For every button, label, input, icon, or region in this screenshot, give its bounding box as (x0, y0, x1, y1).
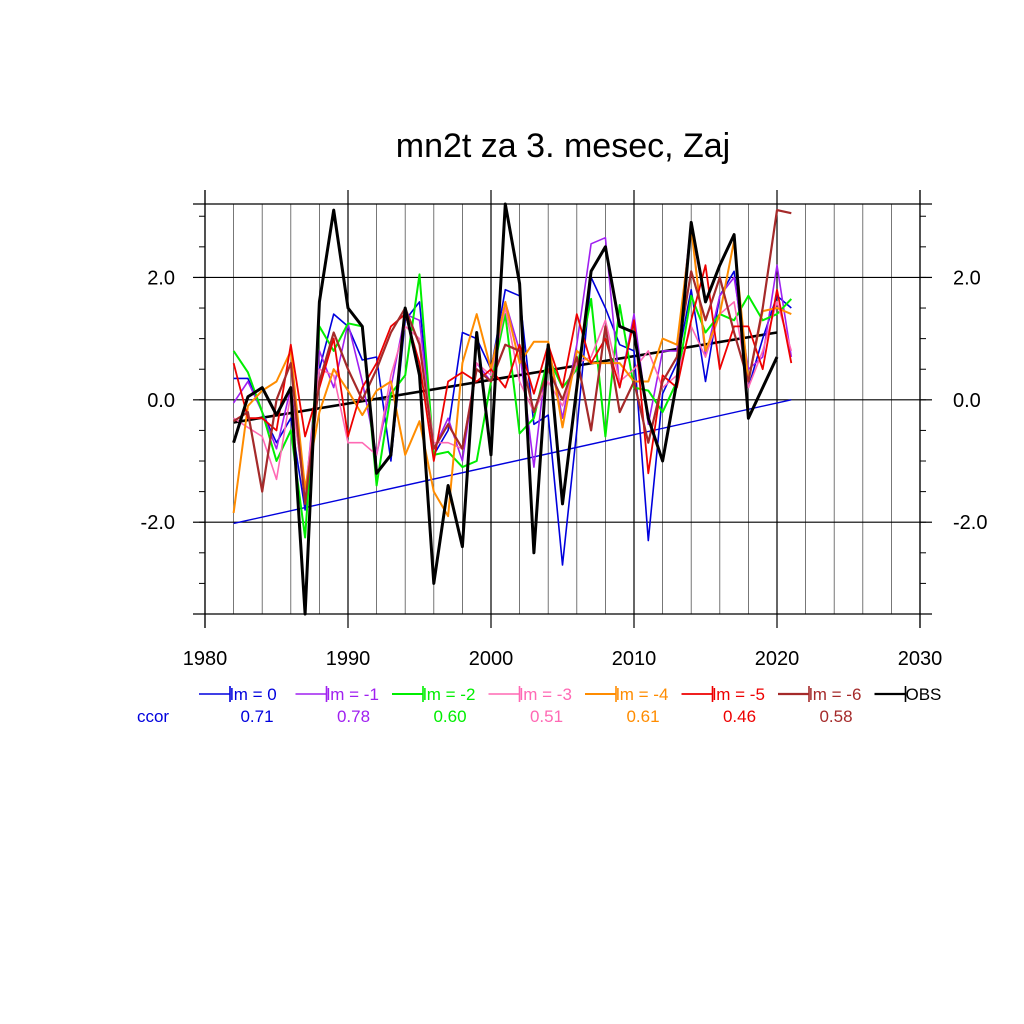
y-tick-label-left: 0.0 (147, 390, 175, 412)
x-tick-label: 2000 (469, 648, 514, 670)
x-tick-label: 2020 (755, 648, 800, 670)
ccor-value: 0.78 (337, 707, 370, 726)
y-tick-label-left: -2.0 (141, 512, 175, 534)
chart-title: mn2t za 3. mesec, Zaj (396, 127, 730, 165)
legend-label: lm = -2 (423, 685, 475, 704)
trend-line (233, 331, 778, 424)
plot-frame (193, 190, 932, 628)
y-tick-label-right: 2.0 (953, 267, 981, 289)
y-tick-label-left: 2.0 (147, 267, 175, 289)
ccor-value: 0.71 (240, 707, 273, 726)
legend-label: OBS (906, 685, 942, 704)
ccor-value: 0.58 (819, 707, 852, 726)
trend-lines (233, 331, 792, 525)
series-line (233, 209, 792, 505)
legend-label: lm = -1 (327, 685, 379, 704)
legend-label: lm = -3 (520, 685, 572, 704)
y-tick-label-right: -2.0 (953, 512, 987, 534)
ccor-value: 0.61 (626, 707, 659, 726)
legend: ccor lm = 0 0.71 lm = -1 0.78 lm = -2 0.60 lm =… (137, 685, 941, 726)
legend-label: lm = 0 (230, 685, 277, 704)
legend-label: lm = -5 (713, 685, 765, 704)
x-tick-label: 1990 (326, 648, 371, 670)
series-line (233, 270, 792, 566)
x-tick-label: 2030 (898, 648, 943, 670)
x-tick-label: 1980 (183, 648, 228, 670)
legend-label: lm = -4 (616, 685, 668, 704)
trend-line (233, 399, 792, 525)
ccor-value: 0.46 (723, 707, 756, 726)
x-tick-label: 2010 (612, 648, 657, 670)
series-line (233, 301, 793, 493)
ccor-value: 0.51 (530, 707, 563, 726)
series-lines (232, 202, 793, 616)
ccor-label: ccor (137, 707, 169, 726)
ccor-value: 0.60 (433, 707, 466, 726)
legend-label: lm = -6 (809, 685, 861, 704)
y-tick-label-right: 0.0 (953, 390, 981, 412)
series-line (232, 273, 793, 539)
tick-labels: 1980 1990 2000 2010 2020 2030 2.0 2.0 0.0 0.0 -2.0… (141, 267, 988, 670)
